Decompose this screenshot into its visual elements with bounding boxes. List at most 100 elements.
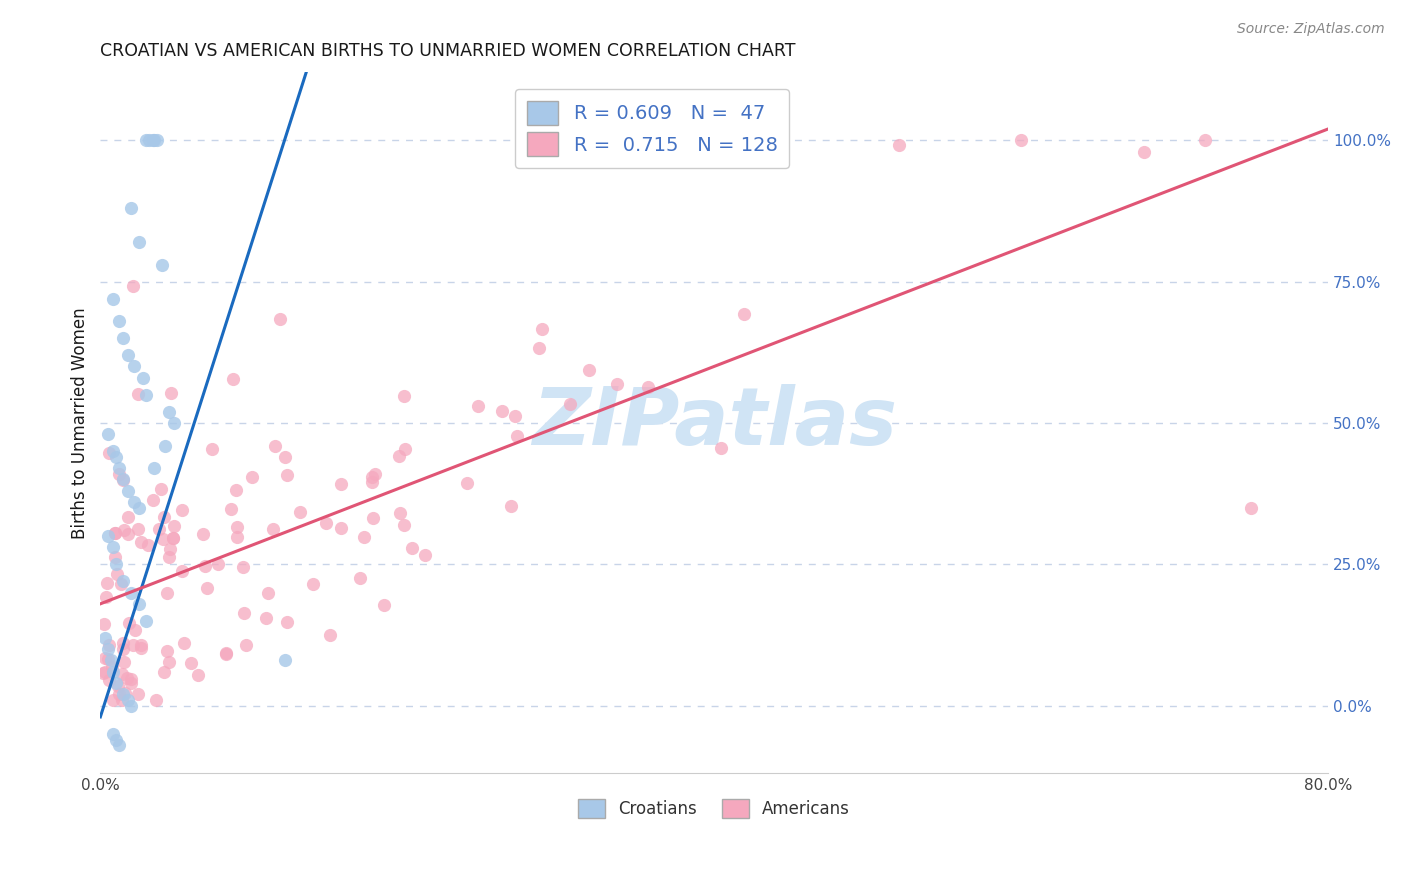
Point	[104, 526, 127, 541]
Point	[98, 638, 121, 652]
Point	[157, 549, 180, 564]
Point	[201, 442, 224, 457]
Point	[101, 541, 124, 555]
Text: Source: ZipAtlas.com: Source: ZipAtlas.com	[1237, 22, 1385, 37]
Point	[146, 133, 169, 147]
Point	[222, 372, 245, 386]
Point	[107, 679, 129, 693]
Point	[111, 642, 134, 657]
Point	[152, 532, 174, 546]
Point	[94, 665, 117, 679]
Point	[235, 639, 257, 653]
Point	[153, 509, 176, 524]
Point	[191, 526, 214, 541]
Point	[637, 379, 659, 393]
Point	[233, 606, 256, 620]
Point	[107, 314, 129, 328]
Point	[121, 279, 143, 293]
Point	[353, 530, 375, 544]
Point	[108, 687, 131, 701]
Point	[330, 521, 353, 535]
Point	[100, 653, 122, 667]
Point	[97, 427, 120, 442]
Point	[112, 655, 135, 669]
Point	[107, 738, 129, 752]
Point	[172, 564, 194, 578]
Point	[1010, 133, 1032, 147]
Point	[110, 576, 132, 591]
Point	[273, 653, 295, 667]
Point	[117, 348, 139, 362]
Point	[503, 409, 526, 423]
Point	[117, 693, 139, 707]
Point	[195, 581, 218, 595]
Point	[107, 567, 129, 582]
Point	[276, 615, 298, 630]
Point	[111, 636, 134, 650]
Point	[162, 531, 184, 545]
Point	[138, 133, 160, 147]
Point	[394, 442, 416, 456]
Point	[118, 615, 141, 630]
Point	[157, 655, 180, 669]
Point	[232, 560, 254, 574]
Point	[128, 597, 150, 611]
Point	[117, 483, 139, 498]
Point	[163, 518, 186, 533]
Point	[122, 638, 145, 652]
Point	[156, 586, 179, 600]
Point	[141, 133, 163, 147]
Text: ZIPatlas: ZIPatlas	[531, 384, 897, 462]
Point	[388, 449, 411, 463]
Point	[101, 444, 124, 458]
Point	[240, 470, 263, 484]
Point	[135, 387, 157, 401]
Point	[364, 467, 387, 481]
Point	[733, 307, 755, 321]
Point	[101, 665, 124, 679]
Legend: Croatians, Americans: Croatians, Americans	[572, 793, 856, 825]
Point	[117, 526, 139, 541]
Point	[160, 386, 183, 401]
Point	[187, 668, 209, 682]
Point	[93, 666, 115, 681]
Point	[215, 646, 238, 660]
Point	[112, 687, 135, 701]
Point	[122, 359, 145, 374]
Point	[467, 399, 489, 413]
Point	[276, 468, 298, 483]
Point	[124, 624, 146, 638]
Point	[104, 450, 127, 464]
Point	[97, 446, 120, 460]
Point	[1194, 133, 1216, 147]
Point	[112, 574, 135, 589]
Point	[127, 687, 149, 701]
Point	[415, 549, 437, 563]
Point	[157, 404, 180, 418]
Point	[257, 586, 280, 600]
Point	[112, 331, 135, 345]
Point	[219, 501, 242, 516]
Point	[128, 235, 150, 249]
Point	[501, 499, 523, 513]
Point	[120, 585, 142, 599]
Y-axis label: Births to Unmarried Women: Births to Unmarried Women	[72, 307, 89, 539]
Point	[136, 537, 159, 551]
Point	[153, 438, 176, 452]
Point	[97, 673, 120, 687]
Point	[112, 523, 135, 537]
Point	[104, 558, 127, 572]
Point	[301, 576, 323, 591]
Point	[112, 473, 135, 487]
Point	[163, 416, 186, 430]
Point	[111, 667, 134, 681]
Point	[531, 322, 554, 336]
Point	[145, 693, 167, 707]
Point	[1133, 145, 1156, 159]
Point	[578, 362, 600, 376]
Point	[269, 312, 291, 326]
Point	[360, 475, 382, 489]
Point	[389, 506, 412, 520]
Point	[104, 732, 127, 747]
Point	[159, 541, 181, 556]
